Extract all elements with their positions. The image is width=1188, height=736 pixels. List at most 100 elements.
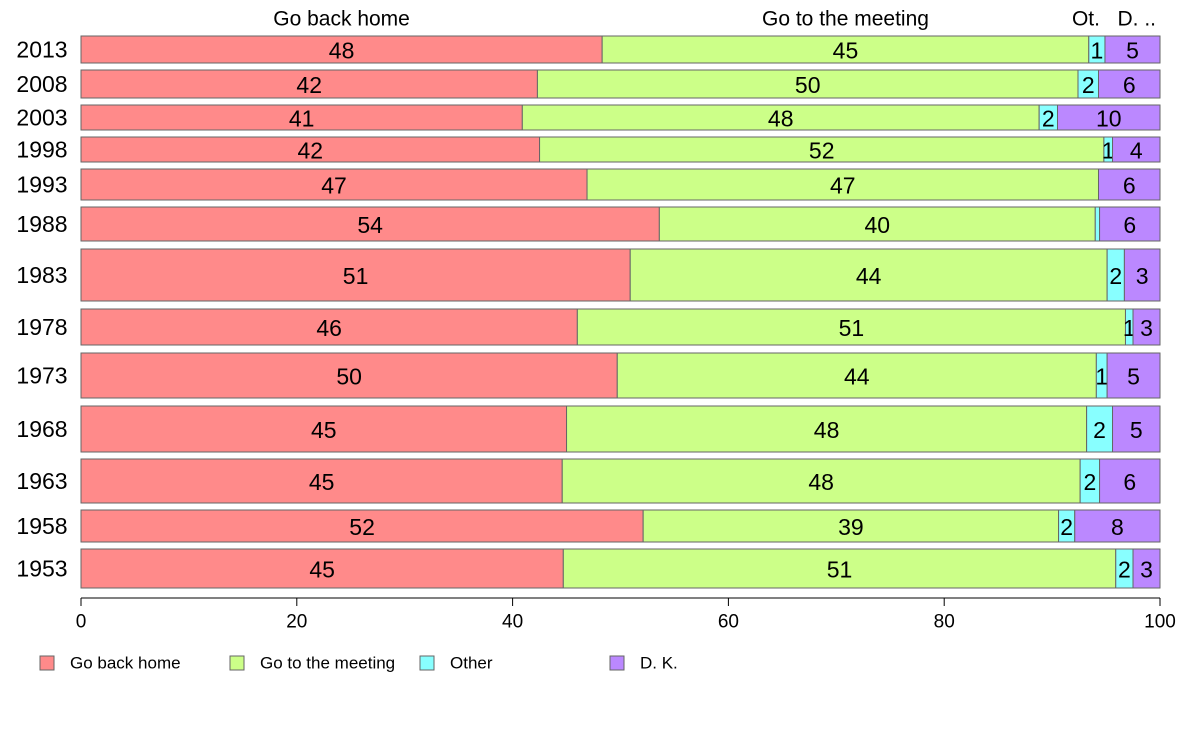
- bar-value-label: 3: [1140, 557, 1153, 583]
- year-label: 1953: [16, 556, 67, 582]
- bar-value-label: 5: [1127, 364, 1140, 390]
- bar-value-label: 41: [289, 106, 315, 132]
- x-tick-label: 0: [76, 612, 87, 633]
- legend: Go back home Go to the meeting Other D. K.: [39, 654, 678, 673]
- legend-swatch: [39, 655, 55, 671]
- bar-value-label: 45: [309, 469, 335, 495]
- bar-segment: [80, 104, 523, 131]
- bar-value-label: 52: [349, 514, 375, 540]
- bar-value-label: 48: [808, 469, 834, 495]
- bar-value-label: 47: [830, 173, 856, 199]
- bar-value-label: 42: [296, 72, 322, 98]
- bar-segment: [1112, 136, 1161, 163]
- bar-segment: [80, 136, 541, 163]
- year-label: 2003: [16, 105, 67, 131]
- bar-value-label: 6: [1123, 212, 1136, 238]
- bar-value-label: 6: [1123, 72, 1136, 98]
- bar-value-label: 39: [838, 514, 864, 540]
- year-label: 1993: [16, 172, 67, 198]
- legend-swatch: [229, 655, 245, 671]
- bar-segment: [80, 168, 588, 201]
- bar-value-label: 1: [1123, 315, 1136, 341]
- year-label: 1963: [16, 468, 67, 494]
- legend-label: Go to the meeting: [260, 654, 395, 673]
- year-label: 1988: [16, 211, 67, 237]
- bar-segment: [576, 308, 1126, 346]
- bar-value-label: 4: [1130, 138, 1143, 164]
- bar-segment: [80, 548, 564, 589]
- bar-segment: [1132, 548, 1161, 589]
- bar-value-label: 1: [1090, 38, 1103, 64]
- legend-swatch: [419, 655, 435, 671]
- bar-value-label: 51: [343, 263, 369, 289]
- bar-value-label: 51: [839, 315, 865, 341]
- bar-value-label: 2: [1082, 72, 1095, 98]
- year-label: 1983: [16, 262, 67, 288]
- bar-segment: [1094, 206, 1101, 242]
- bar-segment: [562, 548, 1117, 589]
- x-tick-label: 20: [286, 612, 307, 633]
- year-label: 1978: [16, 314, 67, 340]
- bar-value-label: 45: [833, 38, 859, 64]
- bar-segment: [1104, 35, 1161, 64]
- year-label: 1968: [16, 416, 67, 442]
- x-tick-label: 60: [718, 612, 739, 633]
- bar-value-label: 2: [1083, 469, 1096, 495]
- column-header: Go back home: [273, 8, 410, 31]
- bar-segment: [1123, 248, 1161, 302]
- column-header: Go to the meeting: [762, 8, 929, 31]
- column-header: Ot.: [1072, 8, 1100, 31]
- bar-value-label: 2: [1042, 106, 1055, 132]
- bar-value-label: 10: [1096, 106, 1122, 132]
- bar-value-label: 44: [856, 263, 882, 289]
- bar-value-label: 2: [1060, 514, 1073, 540]
- column-headers: Go back home Go to the meeting Ot. D. ..: [273, 8, 1156, 31]
- bar-segment: [1112, 405, 1161, 453]
- bar-segment: [80, 458, 563, 504]
- bar-segment: [539, 136, 1105, 163]
- bar-segment: [80, 308, 578, 346]
- bar-value-label: 48: [768, 106, 794, 132]
- bar-segment: [80, 352, 618, 399]
- bar-value-label: 42: [297, 138, 323, 164]
- bar-value-label: 52: [809, 138, 835, 164]
- bar-segment: [642, 509, 1060, 543]
- x-tick-label: 40: [502, 612, 523, 633]
- bar-value-label: 2: [1109, 263, 1122, 289]
- x-axis: 0 20 40 60 80 100: [76, 597, 1176, 633]
- bar-value-label: 6: [1123, 173, 1136, 199]
- x-tick-label: 100: [1144, 612, 1176, 633]
- column-header: D. ..: [1117, 8, 1156, 31]
- bar-segment: [80, 206, 660, 242]
- bar-segment: [521, 104, 1040, 131]
- bar-value-label: 8: [1111, 514, 1124, 540]
- legend-label: Other: [450, 654, 493, 673]
- bar-segment: [561, 458, 1081, 504]
- bar-segment: [80, 69, 538, 99]
- x-tick-label: 80: [934, 612, 955, 633]
- bar-value-label: 45: [311, 417, 337, 443]
- bar-segment: [601, 35, 1090, 64]
- bar-segment: [1097, 69, 1161, 99]
- bar-value-label: 6: [1123, 469, 1136, 495]
- bar-segment: [1097, 168, 1161, 201]
- bar-segment: [1099, 206, 1161, 242]
- bar-segment: [80, 35, 603, 64]
- bar-segment: [1106, 352, 1161, 399]
- year-label: 2008: [16, 71, 67, 97]
- bar-segment: [1074, 509, 1161, 543]
- bar-value-label: 3: [1136, 263, 1149, 289]
- bar-value-label: 51: [827, 557, 853, 583]
- year-label: 1958: [16, 513, 67, 539]
- year-label: 2013: [16, 37, 67, 63]
- bar-segment: [658, 206, 1096, 242]
- bar-segment: [80, 248, 631, 302]
- bar-segment: [1099, 458, 1161, 504]
- bar-value-label: 3: [1140, 315, 1153, 341]
- year-label: 1973: [16, 363, 67, 389]
- bar-value-label: 50: [795, 72, 821, 98]
- bar-value-label: 46: [316, 315, 342, 341]
- bar-value-label: 40: [865, 212, 891, 238]
